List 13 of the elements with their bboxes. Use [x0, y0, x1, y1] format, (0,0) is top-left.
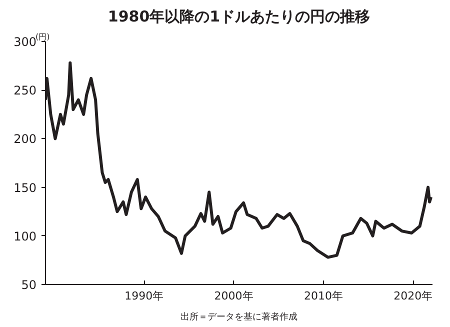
y-tick-label: 250 — [14, 84, 36, 98]
chart-title: 1980年以降の1ドルあたりの円の推移 — [108, 8, 370, 26]
y-tick-label: 300 — [14, 35, 36, 49]
text: 出所＝データを基に著者作成 — [180, 312, 298, 322]
y-axis-title: (円) — [36, 32, 50, 42]
x-tick-label: 2010年 — [304, 290, 343, 302]
y-tick-label: 150 — [14, 180, 36, 195]
y-tick-label: 200 — [14, 132, 36, 146]
x-tick-label: 2020年 — [394, 290, 433, 302]
x-tick-label: 1990年 — [124, 290, 164, 302]
y-tick-label: 50 — [21, 278, 37, 292]
y-tick-label: 100 — [14, 229, 36, 244]
x-tick-label: 2000年 — [214, 290, 254, 302]
